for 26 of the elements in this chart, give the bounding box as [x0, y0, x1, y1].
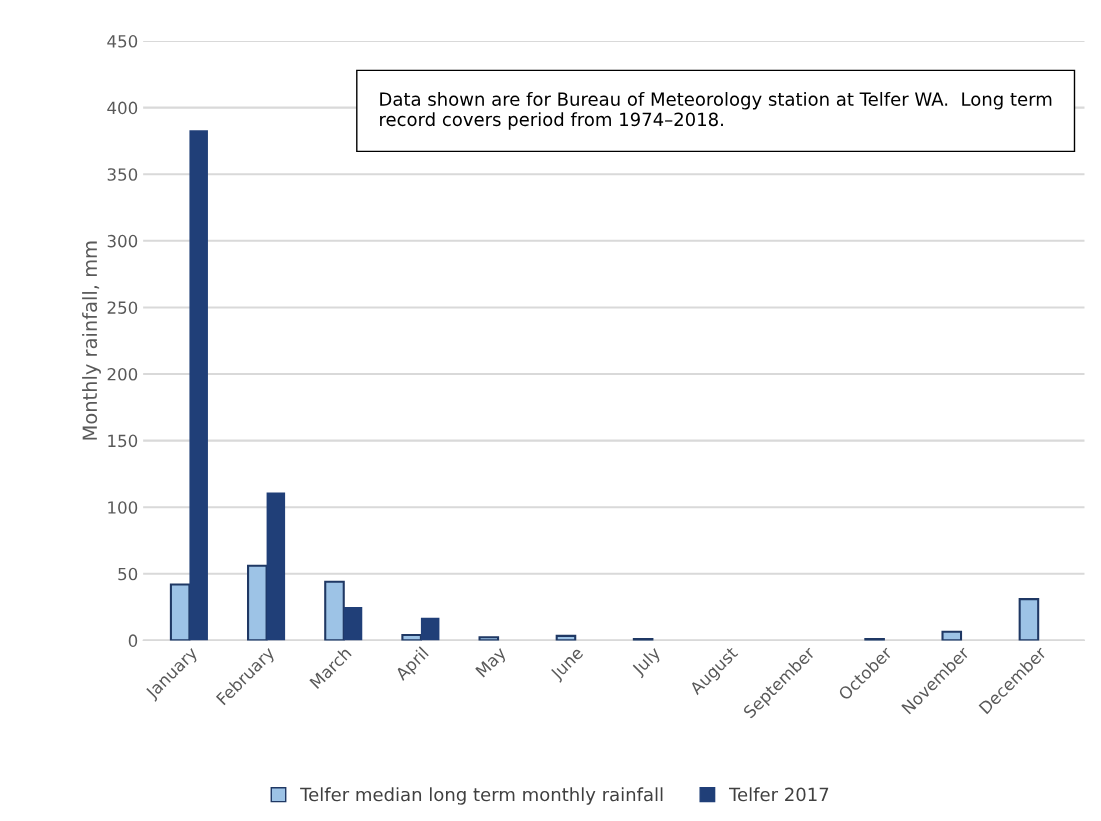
annotation: Data shown are for Bureau of Meteorology station at Telfer WA. Long term record covers period from 1974–2018. — [380, 91, 1052, 130]
bar — [1018, 598, 1040, 641]
y-tick-label: 150 — [108, 434, 138, 448]
y-tick-label: 350 — [107, 168, 138, 181]
bar — [247, 564, 268, 641]
bar — [555, 634, 577, 641]
bar — [343, 607, 363, 641]
y-tick-label: 450 — [107, 35, 138, 48]
legend-label: Telfer 2017 — [729, 787, 829, 802]
bar — [266, 492, 286, 641]
y-axis-title: Monthly rainfall, mm — [82, 241, 101, 440]
y-tick-label: 0 — [128, 634, 138, 647]
y-tick-label: 250 — [107, 301, 138, 314]
y-tick-label: 300 — [107, 234, 138, 248]
y-tick-label: 100 — [108, 501, 138, 514]
bar — [941, 630, 963, 641]
bar — [478, 636, 500, 641]
y-tick-label: 50 — [118, 567, 138, 581]
bar — [169, 583, 191, 641]
bar — [324, 580, 345, 641]
legend-label: Telfer median long term monthly rainfall — [300, 787, 663, 805]
bar — [401, 634, 422, 641]
y-tick-label: 200 — [107, 367, 138, 381]
bar — [189, 130, 208, 641]
y-tick-label: 400 — [107, 101, 138, 115]
bar — [420, 617, 440, 641]
